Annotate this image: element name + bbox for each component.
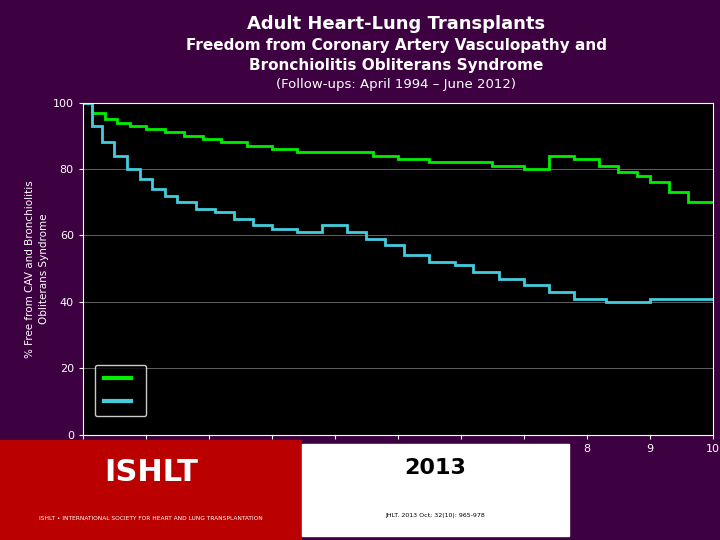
FancyBboxPatch shape bbox=[302, 444, 569, 536]
Text: Freedom from Coronary Artery Vasculopathy and: Freedom from Coronary Artery Vasculopath… bbox=[186, 38, 606, 53]
Text: JHLT. 2013 Oct; 32(10): 965-978: JHLT. 2013 Oct; 32(10): 965-978 bbox=[386, 512, 485, 517]
Legend: , : , bbox=[94, 364, 145, 416]
X-axis label: Years: Years bbox=[381, 460, 415, 472]
Text: 2013: 2013 bbox=[405, 458, 467, 478]
Y-axis label: % Free from CAV and Bronchiolitis
Obliterans Syndrome: % Free from CAV and Bronchiolitis Oblite… bbox=[25, 180, 49, 357]
Text: Bronchiolitis Obliterans Syndrome: Bronchiolitis Obliterans Syndrome bbox=[249, 58, 543, 73]
FancyBboxPatch shape bbox=[0, 440, 302, 540]
Text: (Follow-ups: April 1994 – June 2012): (Follow-ups: April 1994 – June 2012) bbox=[276, 78, 516, 91]
Text: ISHLT • INTERNATIONAL SOCIETY FOR HEART AND LUNG TRANSPLANTATION: ISHLT • INTERNATIONAL SOCIETY FOR HEART … bbox=[40, 516, 263, 521]
Text: Adult Heart-Lung Transplants: Adult Heart-Lung Transplants bbox=[247, 15, 545, 33]
Text: ISHLT: ISHLT bbox=[104, 457, 198, 487]
